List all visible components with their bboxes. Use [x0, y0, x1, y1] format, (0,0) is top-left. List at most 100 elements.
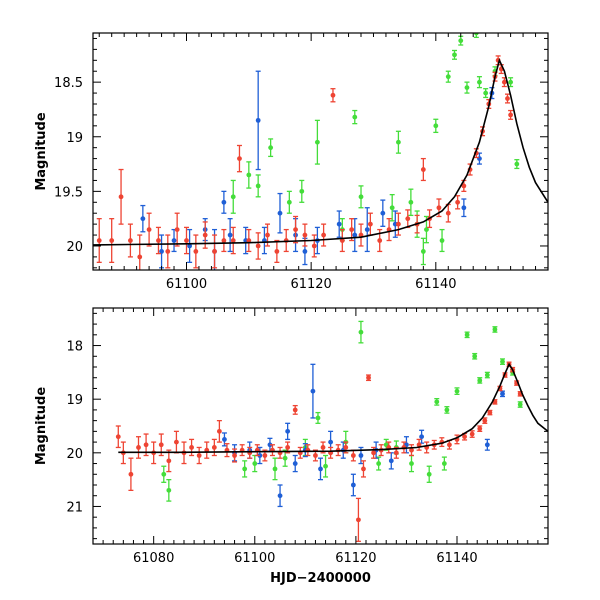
x-tick-label: 61120: [290, 277, 331, 292]
data-point-blue: [227, 232, 233, 238]
data-point-red: [115, 434, 121, 440]
data-point-green: [452, 52, 457, 58]
data-point-blue: [461, 205, 467, 211]
data-point-red: [137, 254, 143, 260]
data-point-green: [396, 139, 401, 145]
data-point-red: [367, 221, 373, 227]
data-point-red: [321, 232, 327, 238]
data-point-red: [136, 445, 141, 450]
data-point-red: [255, 243, 261, 249]
data-point-red: [462, 434, 467, 440]
data-point-red: [274, 249, 280, 254]
data-point-red: [221, 238, 227, 243]
data-point-blue: [318, 466, 323, 472]
data-point-blue: [267, 442, 273, 448]
data-point-green: [161, 471, 167, 477]
data-point-red: [447, 442, 452, 448]
data-point-red: [232, 453, 237, 458]
data-point-green: [252, 461, 258, 466]
data-point-green: [230, 194, 236, 200]
data-point-green: [500, 359, 505, 365]
data-point-red: [420, 167, 426, 172]
y-tick-label: 19: [66, 131, 83, 146]
data-point-red: [455, 199, 461, 205]
data-point-green: [483, 90, 489, 96]
data-point-red: [313, 453, 318, 458]
data-point-red: [202, 232, 208, 238]
data-point-blue: [222, 437, 227, 442]
data-point-red: [165, 249, 171, 254]
data-point-red: [265, 232, 270, 238]
data-point-red: [156, 238, 161, 243]
y-tick-label: 20: [66, 240, 83, 255]
data-point-blue: [292, 461, 298, 466]
data-point-green: [358, 329, 364, 335]
data-point-red: [211, 445, 217, 450]
data-point-green: [314, 139, 320, 145]
data-point-red: [361, 466, 366, 472]
data-point-green: [484, 372, 490, 378]
data-point-red: [96, 238, 102, 243]
data-point-blue: [159, 249, 164, 254]
y-tick-label: 21: [66, 500, 83, 515]
data-point-green: [286, 199, 292, 205]
data-point-green: [420, 249, 426, 254]
top-plot-area: [93, 33, 548, 270]
x-tick-label: 61140: [436, 551, 477, 566]
data-point-green: [268, 145, 274, 151]
data-point-blue: [419, 434, 425, 440]
top-model-curve: [93, 57, 548, 246]
top-series-red: [96, 55, 514, 270]
data-point-green: [299, 188, 305, 194]
data-point-green: [492, 327, 498, 332]
data-point-blue: [257, 453, 263, 458]
data-point-red: [501, 79, 507, 85]
x-tick-label: 61080: [133, 551, 174, 566]
data-point-green: [441, 461, 447, 466]
data-point-red: [216, 428, 222, 434]
data-point-red: [127, 238, 133, 243]
data-point-green: [472, 353, 478, 359]
data-point-green: [517, 402, 523, 407]
data-point-red: [166, 458, 172, 464]
data-point-green: [477, 79, 482, 85]
data-point-red: [118, 194, 124, 200]
data-point-red: [349, 227, 355, 232]
data-point-blue: [277, 493, 283, 499]
data-point-red: [158, 442, 164, 448]
data-point-green: [454, 388, 460, 394]
data-point-red: [174, 227, 180, 232]
data-point-red: [292, 407, 298, 413]
data-point-red: [212, 249, 217, 254]
data-point-red: [487, 410, 493, 415]
data-point-red: [237, 156, 242, 161]
y-tick-label: 19.5: [54, 185, 83, 200]
data-point-red: [366, 375, 371, 381]
data-point-green: [166, 487, 172, 493]
data-point-green: [439, 238, 445, 243]
bottom-model-curve: [118, 362, 548, 454]
data-point-green: [409, 461, 414, 466]
data-point-blue: [285, 428, 291, 434]
data-point-blue: [484, 442, 490, 448]
data-point-red: [320, 445, 326, 450]
data-point-red: [371, 450, 376, 456]
data-point-red: [146, 227, 152, 232]
data-point-blue: [140, 216, 146, 222]
data-point-red: [143, 442, 149, 448]
data-point-blue: [328, 439, 334, 445]
data-point-green: [282, 455, 288, 461]
data-point-red: [445, 210, 451, 216]
data-point-green: [246, 172, 252, 178]
y-tick-label: 20: [66, 447, 83, 462]
x-tick-label: 61100: [234, 551, 275, 566]
data-point-green: [408, 199, 414, 205]
data-point-red: [302, 232, 308, 238]
data-point-red: [230, 238, 236, 243]
data-point-blue: [380, 210, 386, 216]
data-point-green: [445, 74, 451, 80]
data-point-red: [477, 426, 483, 432]
data-point-green: [426, 471, 432, 477]
x-tick-label: 61120: [335, 551, 376, 566]
data-point-red: [393, 450, 399, 456]
